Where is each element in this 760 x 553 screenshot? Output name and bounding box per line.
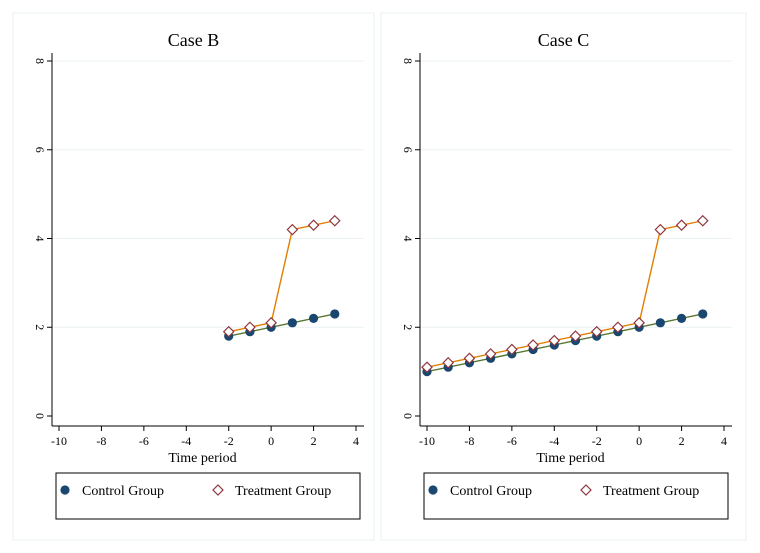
treatment-point — [696, 214, 709, 227]
treatment-point — [421, 361, 433, 374]
x-tick-label: 2 — [679, 434, 685, 448]
treatment-point — [527, 339, 539, 351]
x-tick-label: 4 — [721, 434, 727, 448]
control-point — [330, 309, 340, 319]
y-tick-label: 6 — [33, 147, 47, 153]
treatment-point — [654, 223, 667, 236]
treatment-point — [265, 316, 277, 329]
x-tick-label: -4 — [549, 434, 559, 448]
x-tick-label: -6 — [507, 434, 517, 448]
x-tick-label: -8 — [96, 434, 106, 448]
control-point — [698, 309, 708, 319]
panel-frame — [12, 12, 375, 541]
chart-title: Case B — [168, 30, 220, 50]
x-tick-label: -6 — [139, 434, 149, 448]
legend-label-treatment: Treatment Group — [603, 484, 699, 499]
treatment-point — [548, 334, 561, 347]
y-tick-label: 0 — [33, 413, 47, 419]
chart-panel-2: Case C 0 2 4 6 8 -10 -8 -6 -4 -2 0 2 4 Time period Cont… — [380, 12, 747, 541]
chart-panel-1: Case B 0 2 4 6 8 -10 -8 -6 -4 -2 0 2 4 Time period Cont… — [12, 12, 375, 541]
treatment-point — [442, 356, 455, 369]
control-point — [287, 318, 297, 328]
treatment-point — [307, 219, 320, 232]
legend-label-control: Control Group — [82, 484, 164, 499]
x-tick-label: 0 — [268, 434, 274, 448]
legend-label-treatment: Treatment Group — [235, 484, 331, 499]
x-tick-label: -2 — [224, 434, 234, 448]
treatment-point — [328, 214, 341, 227]
x-tick-label: -4 — [181, 434, 191, 448]
treatment-point — [675, 219, 688, 232]
y-tick-label: 2 — [401, 324, 415, 330]
treatment-point — [506, 343, 518, 356]
y-tick-label: 4 — [33, 236, 47, 242]
legend-marker-treatment — [580, 484, 592, 496]
treatment-point — [286, 223, 299, 236]
legend-marker-treatment — [212, 484, 224, 496]
y-tick-label: 2 — [33, 324, 47, 330]
x-tick-label: -10 — [51, 434, 67, 448]
treatment-point — [484, 348, 497, 360]
x-tick-label: 0 — [636, 434, 642, 448]
treatment-point — [244, 321, 256, 334]
x-tick-label: -8 — [464, 434, 474, 448]
treatment-point — [463, 352, 476, 365]
x-tick-label: 4 — [353, 434, 359, 448]
legend-marker-control — [428, 485, 438, 495]
x-tick-label: -2 — [592, 434, 602, 448]
y-tick-label: 4 — [401, 236, 415, 242]
control-point — [676, 313, 687, 323]
x-axis-title: Time period — [168, 451, 236, 466]
x-tick-label: 2 — [311, 434, 317, 448]
control-point — [655, 318, 665, 328]
chart-title: Case C — [538, 30, 590, 50]
treatment-point — [569, 330, 582, 342]
x-axis-title: Time period — [536, 451, 604, 466]
treatment-point — [612, 321, 624, 334]
legend-marker-control — [60, 485, 70, 495]
y-tick-label: 0 — [401, 413, 415, 419]
panel-frame — [380, 12, 747, 541]
y-tick-label: 8 — [401, 58, 415, 64]
treatment-point — [222, 325, 235, 338]
legend-label-control: Control Group — [450, 484, 532, 499]
x-tick-label: -10 — [419, 434, 435, 448]
y-tick-label: 8 — [33, 58, 47, 64]
treatment-point — [590, 325, 603, 338]
legend-box — [55, 472, 361, 520]
control-point — [308, 313, 319, 323]
y-tick-label: 6 — [401, 147, 415, 153]
legend-box — [423, 472, 729, 520]
treatment-point — [633, 316, 645, 329]
